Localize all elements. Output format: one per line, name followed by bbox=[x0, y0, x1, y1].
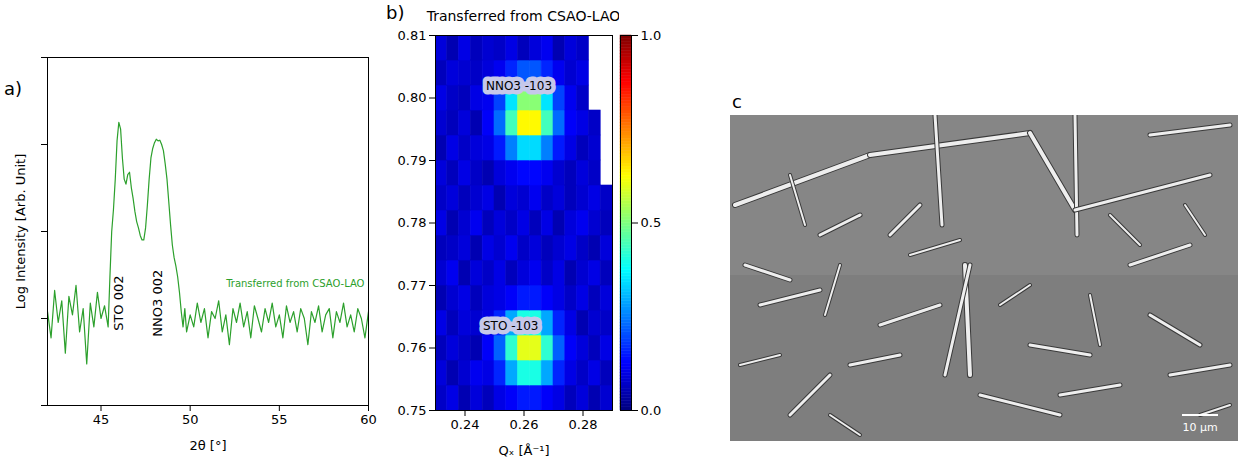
svg-text:0.81: 0.81 bbox=[398, 28, 427, 43]
svg-text:0.5: 0.5 bbox=[641, 215, 662, 230]
svg-text:2θ [°]: 2θ [°] bbox=[189, 438, 226, 453]
svg-text:10 µm: 10 µm bbox=[1182, 421, 1217, 434]
svg-text:NNO3 002: NNO3 002 bbox=[150, 270, 165, 337]
svg-text:0.77: 0.77 bbox=[398, 278, 427, 293]
svg-text:55: 55 bbox=[271, 412, 288, 427]
svg-text:0.75: 0.75 bbox=[398, 403, 427, 418]
svg-text:0.79: 0.79 bbox=[398, 153, 427, 168]
svg-text:STO 002: STO 002 bbox=[111, 275, 126, 330]
svg-text:1.0: 1.0 bbox=[641, 28, 662, 43]
svg-text:60: 60 bbox=[360, 412, 377, 427]
html-text:Transferred from CSAO-LAO: Transferred from CSAO-LAO bbox=[426, 8, 621, 24]
svg-text:50: 50 bbox=[182, 412, 199, 427]
svg-text:0.76: 0.76 bbox=[398, 340, 427, 355]
svg-text:0.0: 0.0 bbox=[641, 403, 662, 418]
svg-text:Transferred from CSAO-LAO: Transferred from CSAO-LAO bbox=[225, 278, 364, 289]
html-text:a): a) bbox=[4, 78, 23, 99]
svg-text:Qₓ [Å⁻¹]: Qₓ [Å⁻¹] bbox=[498, 443, 549, 458]
svg-text:STO -103: STO -103 bbox=[483, 319, 538, 333]
svg-text:0.78: 0.78 bbox=[398, 215, 427, 230]
svg-text:0.28: 0.28 bbox=[569, 417, 598, 432]
svg-text:Log Intensity [Arb. Unit]: Log Intensity [Arb. Unit] bbox=[13, 154, 28, 309]
svg-text:NNO3 -103: NNO3 -103 bbox=[486, 79, 552, 93]
html-text:c: c bbox=[732, 91, 742, 112]
svg-text:45: 45 bbox=[93, 412, 110, 427]
html-text:b): b) bbox=[386, 2, 405, 23]
svg-text:0.26: 0.26 bbox=[510, 417, 539, 432]
svg-text:0.80: 0.80 bbox=[398, 90, 427, 105]
svg-text:0.24: 0.24 bbox=[451, 417, 480, 432]
